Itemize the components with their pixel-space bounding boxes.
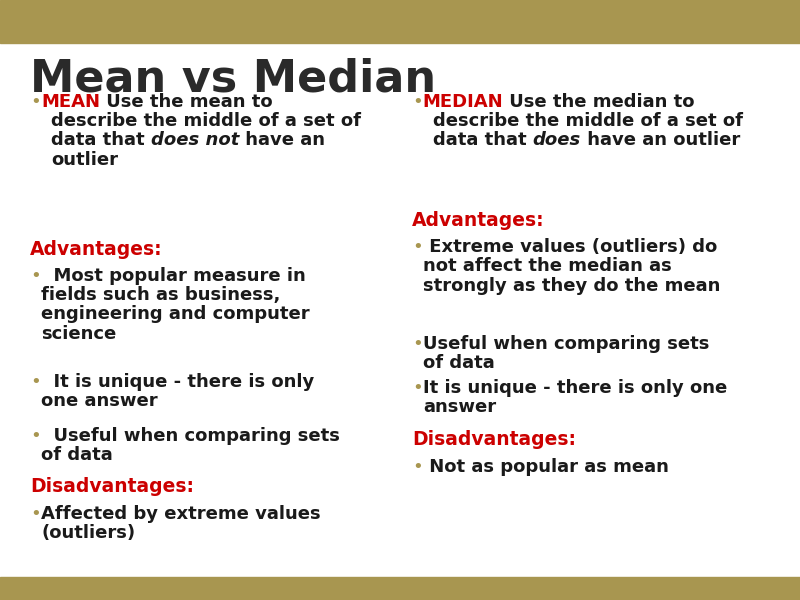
Text: have an: have an (239, 131, 326, 149)
Text: describe the middle of a set of: describe the middle of a set of (433, 112, 742, 130)
Text: Useful when comparing sets: Useful when comparing sets (422, 335, 709, 353)
Bar (0, 577, 800, 600)
Text: MEDIAN: MEDIAN (422, 93, 503, 111)
Text: science: science (41, 325, 117, 343)
Text: Mean vs Median: Mean vs Median (30, 57, 437, 100)
Text: •: • (30, 505, 41, 523)
Text: data that: data that (51, 131, 151, 149)
Bar (0, 0, 800, 43)
Text: MEAN: MEAN (41, 93, 100, 111)
Text: Extreme values (outliers) do: Extreme values (outliers) do (422, 238, 717, 256)
Text: Affected by extreme values: Affected by extreme values (41, 505, 321, 523)
Text: •: • (412, 93, 422, 111)
Text: fields such as business,: fields such as business, (41, 286, 281, 304)
Text: Disadvantages:: Disadvantages: (412, 430, 576, 449)
Text: answer: answer (422, 398, 496, 416)
Text: •: • (30, 427, 41, 445)
Text: (outliers): (outliers) (41, 524, 135, 542)
Text: outlier: outlier (51, 151, 118, 169)
Text: does: does (533, 131, 581, 149)
Text: of data: of data (41, 446, 113, 464)
Text: •: • (30, 373, 41, 391)
Text: Most popular measure in: Most popular measure in (41, 267, 306, 285)
Text: have an outlier: have an outlier (581, 131, 740, 149)
Text: •: • (30, 267, 41, 285)
Text: •: • (30, 93, 41, 111)
Text: •: • (412, 335, 422, 353)
Text: Advantages:: Advantages: (412, 211, 545, 230)
Text: does not: does not (151, 131, 239, 149)
Text: Advantages:: Advantages: (30, 240, 163, 259)
Text: of data: of data (422, 354, 494, 372)
Text: Disadvantages:: Disadvantages: (30, 477, 194, 496)
Text: one answer: one answer (41, 392, 158, 410)
Text: Not as popular as mean: Not as popular as mean (422, 458, 669, 476)
Text: engineering and computer: engineering and computer (41, 305, 310, 323)
Text: Useful when comparing sets: Useful when comparing sets (41, 427, 340, 445)
Text: It is unique - there is only: It is unique - there is only (41, 373, 314, 391)
Text: describe the middle of a set of: describe the middle of a set of (51, 112, 362, 130)
Text: strongly as they do the mean: strongly as they do the mean (422, 277, 720, 295)
Text: •: • (412, 458, 422, 476)
Text: It is unique - there is only one: It is unique - there is only one (422, 379, 727, 397)
Text: •: • (412, 238, 422, 256)
Text: •: • (412, 379, 422, 397)
Text: Use the median to: Use the median to (503, 93, 695, 111)
Text: data that: data that (433, 131, 533, 149)
Text: Use the mean to: Use the mean to (100, 93, 273, 111)
Text: not affect the median as: not affect the median as (422, 257, 671, 275)
